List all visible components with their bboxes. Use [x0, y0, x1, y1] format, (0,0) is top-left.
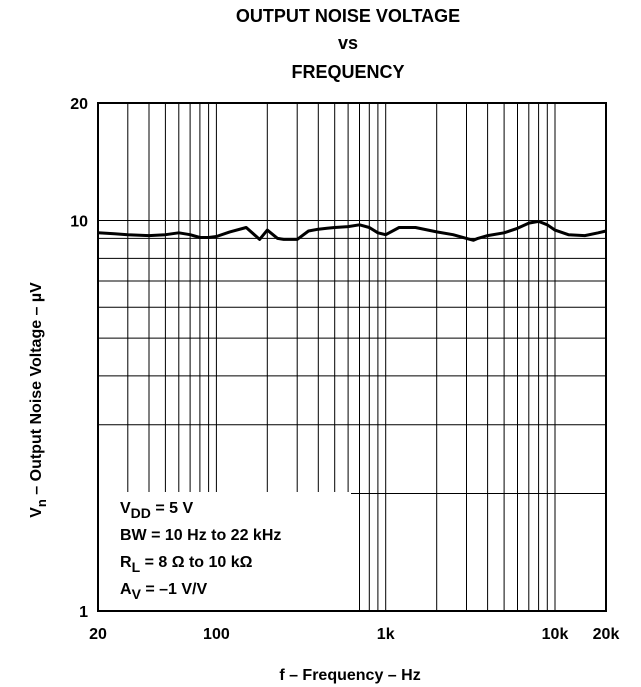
- annotation-background: [99, 492, 351, 610]
- x-tick-label: 20: [89, 626, 107, 643]
- annotation-subscript: DD: [131, 505, 151, 521]
- x-axis-label: f – Frequency – Hz: [279, 667, 420, 684]
- x-axis-tick-labels: 20 100 1k 10k 20k: [89, 626, 619, 643]
- annotation-line: RL = 8 Ω to 10 kΩ: [120, 554, 253, 575]
- plot-area-frame: [97, 102, 607, 612]
- chart-title-line-1: OUTPUT NOISE VOLTAGE: [236, 6, 460, 26]
- y-axis-label-main: V: [28, 507, 45, 518]
- annotation-line: BW = 10 Hz to 22 kHz: [120, 527, 281, 544]
- y-axis-label-sub: n: [34, 499, 49, 507]
- chart-title-line-3: FREQUENCY: [291, 62, 404, 82]
- noise-voltage-series-line: [97, 219, 607, 242]
- grid: [98, 103, 606, 611]
- annotation-line: VDD = 5 V: [120, 500, 193, 521]
- chart-title-line-2: vs: [338, 33, 358, 53]
- y-tick-label: 10: [70, 214, 88, 231]
- y-axis-tick-labels: 1 10 20: [70, 96, 88, 621]
- y-axis-label-rest: – Output Noise Voltage – µV: [28, 282, 45, 499]
- x-tick-label: 10k: [542, 626, 569, 643]
- y-tick-label: 1: [79, 604, 88, 621]
- annotation-text: R: [120, 554, 132, 571]
- annotation-text: V: [120, 500, 131, 517]
- annotation-text: A: [120, 581, 132, 598]
- annotation-text: = –1 V/V: [141, 581, 208, 598]
- x-tick-label: 1k: [377, 626, 395, 643]
- annotation-line: AV = –1 V/V: [120, 581, 208, 602]
- x-tick-label: 20k: [593, 626, 620, 643]
- annotation-subscript: L: [132, 559, 141, 575]
- annotation-text: BW = 10 Hz to 22 kHz: [120, 527, 281, 544]
- x-tick-label: 100: [203, 626, 230, 643]
- annotation-subscript: V: [132, 586, 142, 602]
- annotation-text: = 5 V: [151, 500, 194, 517]
- y-axis-label: Vn – Output Noise Voltage – µV: [28, 282, 49, 518]
- y-tick-label: 20: [70, 96, 88, 113]
- annotation-text: = 8 Ω to 10 kΩ: [140, 554, 253, 571]
